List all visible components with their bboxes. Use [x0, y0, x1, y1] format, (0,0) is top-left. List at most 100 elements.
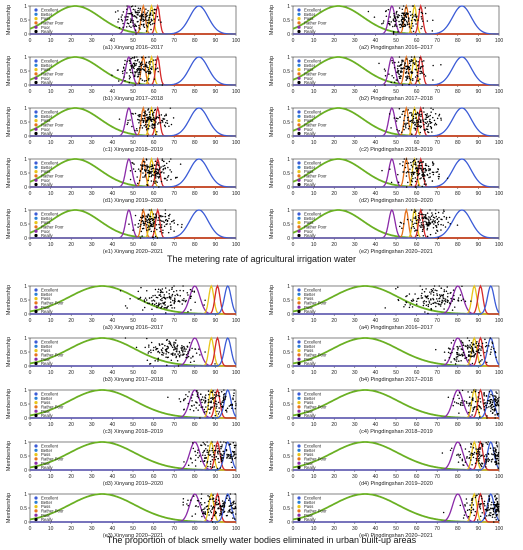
scatter-point [160, 21, 162, 23]
scatter-point [156, 296, 159, 299]
scatter-point [174, 299, 176, 301]
scatter-point [475, 342, 478, 345]
panel-1-1: Membership 00.510 10 20 30 40 50 60 70 80 90 100Exc… [6, 3, 240, 51]
scatter-point [150, 60, 152, 63]
scatter-point [481, 463, 484, 465]
legend-marker [34, 17, 38, 21]
x-tick-label: 90 [213, 318, 219, 324]
scatter-point [395, 79, 398, 81]
scatter-point [473, 514, 475, 517]
legend-label: Poor [41, 513, 50, 518]
scatter-point [202, 441, 204, 444]
scatter-point [139, 73, 141, 76]
scatter-point [485, 395, 488, 397]
y-tick-label: 0 [287, 364, 290, 370]
scatter-point [421, 25, 423, 28]
scatter-point [429, 217, 431, 219]
scatter-point [411, 13, 414, 16]
scatter-point [447, 396, 450, 398]
scatter-point [440, 117, 442, 119]
scatter-point [398, 14, 401, 17]
scatter-point [401, 23, 403, 25]
scatter-point [492, 449, 495, 451]
x-tick-label: 90 [476, 140, 482, 146]
scatter-point [456, 355, 459, 358]
scatter-point [383, 68, 386, 70]
scatter-point [497, 509, 500, 512]
y-tick-label: 0.5 [20, 171, 27, 177]
scatter-point [208, 508, 210, 510]
x-tick-label: 0 [292, 89, 295, 95]
membership-curve [30, 284, 237, 315]
scatter-point [424, 129, 426, 132]
scatter-point [164, 167, 166, 169]
scatter-point [442, 209, 445, 211]
scatter-point [139, 297, 141, 300]
y-tick-label: 0.5 [283, 402, 290, 408]
scatter-point [485, 508, 488, 510]
scatter-point [228, 405, 231, 407]
scatter-point [437, 211, 440, 214]
scatter-point [144, 18, 147, 20]
legend-label: Better [304, 292, 316, 297]
scatter-point [143, 19, 146, 22]
scatter-point [175, 355, 178, 358]
x-tick-label: 60 [151, 140, 157, 146]
y-axis-label: Membership [269, 493, 275, 523]
scatter-point [177, 353, 179, 355]
scatter-point [155, 121, 157, 123]
scatter-point [489, 405, 492, 407]
x-tick-label: 100 [495, 38, 504, 44]
scatter-point [198, 348, 200, 350]
legend-marker [297, 80, 301, 85]
scatter-point [434, 289, 436, 291]
scatter-point [182, 501, 184, 503]
scatter-point [142, 227, 145, 230]
scatter-point [425, 164, 428, 167]
legend-label: Poor [304, 229, 313, 234]
x-tick-label: 90 [476, 526, 482, 532]
scatter-point [466, 502, 468, 504]
scatter-point [225, 449, 228, 452]
scatter-point [153, 18, 155, 20]
scatter-point [162, 165, 164, 167]
scatter-point [153, 230, 155, 233]
scatter-point [147, 218, 150, 221]
scatter-point [111, 74, 113, 76]
scatter-point [492, 509, 495, 511]
scatter-point [414, 76, 417, 78]
scatter-point [479, 406, 482, 408]
y-tick-label: 1 [24, 388, 27, 394]
legend-marker [34, 465, 38, 470]
scatter-point [142, 18, 145, 21]
scatter-point [134, 224, 136, 226]
scatter-point [464, 345, 466, 347]
scatter-point [445, 216, 448, 219]
panel-caption: (c4) Pingdingshan 2018–2019 [359, 429, 432, 435]
scatter-point [426, 296, 428, 298]
scatter-point [149, 14, 152, 16]
scatter-point [425, 169, 427, 172]
scatter-point [420, 297, 423, 299]
scatter-point [227, 511, 229, 513]
scatter-point [126, 72, 128, 74]
scatter-point [414, 177, 417, 179]
scatter-point [410, 70, 412, 73]
scatter-point [466, 402, 468, 404]
scatter-point [491, 403, 493, 406]
panel-1-4: Membership 00.510 10 20 30 40 50 60 70 80 90 100Exc… [269, 54, 503, 102]
x-tick-label: 50 [130, 38, 136, 44]
scatter-point [116, 69, 119, 71]
scatter-point [475, 495, 477, 497]
scatter-point [147, 179, 149, 182]
scatter-point [478, 493, 480, 495]
scatter-point [485, 461, 487, 464]
scatter-point [233, 446, 236, 449]
panel-caption: (e4) Pingdingshan 2020–2021 [359, 533, 433, 539]
scatter-point [448, 302, 451, 304]
x-tick-label: 40 [373, 370, 379, 376]
scatter-point [148, 113, 151, 116]
scatter-point [153, 111, 155, 114]
x-tick-label: 0 [29, 526, 32, 532]
legend-marker [34, 127, 38, 131]
